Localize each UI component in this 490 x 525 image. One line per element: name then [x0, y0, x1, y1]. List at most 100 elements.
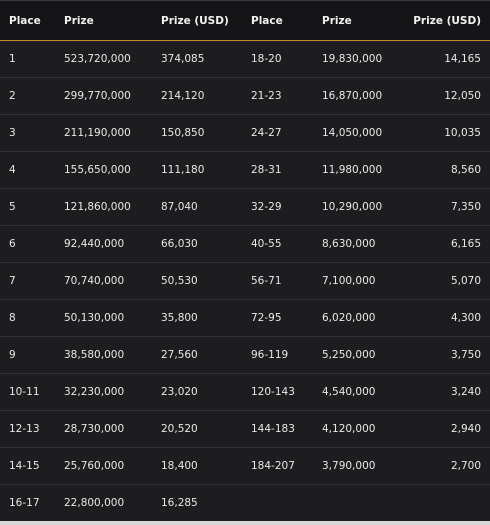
- table-row: 5 121,860,000 87,040 32-29 10,290,000 7,350: [0, 188, 490, 226]
- table-row: 4 155,650,000 111,180 28-31 11,980,000 8,560: [0, 151, 490, 189]
- table-cell: 14,050,000: [313, 114, 400, 152]
- table-cell: 10,290,000: [313, 188, 400, 226]
- table-cell: 7,350: [400, 188, 490, 226]
- empty-cell: [400, 485, 490, 522]
- table-cell: 4,120,000: [313, 410, 400, 448]
- table-cell: 5: [0, 188, 55, 226]
- table-row: 8 50,130,000 35,800 72-95 6,020,000 4,300: [0, 299, 490, 337]
- table-cell: 12-13: [0, 410, 55, 448]
- table-cell: 28-31: [242, 151, 313, 189]
- table-cell: 8: [0, 299, 55, 337]
- table-cell: 7,100,000: [313, 262, 400, 300]
- table-cell: 155,650,000: [55, 151, 152, 189]
- table-cell: 8,560: [400, 151, 490, 189]
- table-cell: 10-11: [0, 373, 55, 411]
- table-cell: 20,520: [152, 410, 242, 448]
- table-cell: 32,230,000: [55, 373, 152, 411]
- table-cell: 3: [0, 114, 55, 152]
- table-cell: 4,540,000: [313, 373, 400, 411]
- empty-cell: [313, 485, 400, 522]
- column-header: Prize: [313, 0, 400, 41]
- table-cell: 21-23: [242, 77, 313, 115]
- table-cell: 70,740,000: [55, 262, 152, 300]
- table-cell: 2,700: [400, 447, 490, 485]
- table-cell: 24-27: [242, 114, 313, 152]
- table-cell: 1: [0, 40, 55, 78]
- table-cell: 16,870,000: [313, 77, 400, 115]
- table-cell: 211,190,000: [55, 114, 152, 152]
- table-row: 14-15 25,760,000 18,400 184-207 3,790,000 2,7…: [0, 447, 490, 485]
- table-cell: 2,940: [400, 410, 490, 448]
- table-cell: 2: [0, 77, 55, 115]
- table-cell: 214,120: [152, 77, 242, 115]
- table-cell: 184-207: [242, 447, 313, 485]
- table-cell: 22,800,000: [64, 497, 125, 509]
- table-cell: 150,850: [152, 114, 242, 152]
- table-cell: 11,980,000: [313, 151, 400, 189]
- table-cell: 19,830,000: [313, 40, 400, 78]
- table-cell: 25,760,000: [55, 447, 152, 485]
- table-cell: 6,020,000: [313, 299, 400, 337]
- table-cell: 32-29: [242, 188, 313, 226]
- table-row: 12-13 28,730,000 20,520 144-183 4,120,000 2,9…: [0, 410, 490, 448]
- table-cell: 5,070: [400, 262, 490, 300]
- table-cell: 27,560: [152, 336, 242, 374]
- table-row: 2 299,770,000 214,120 21-23 16,870,000 12,050: [0, 77, 490, 115]
- column-header: Prize (USD): [400, 0, 490, 41]
- table-cell: 3,750: [400, 336, 490, 374]
- table-row: 9 38,580,000 27,560 96-119 5,250,000 3,750: [0, 336, 490, 374]
- table-cell: 35,800: [152, 299, 242, 337]
- table-row: 1 523,720,000 374,085 18-20 19,830,000 14,165: [0, 40, 490, 78]
- table-cell: 4: [0, 151, 55, 189]
- table-cell: 12,050: [400, 77, 490, 115]
- table-cell: 5,250,000: [313, 336, 400, 374]
- table-cell: 144-183: [242, 410, 313, 448]
- table-cell: 23,020: [152, 373, 242, 411]
- table-cell: 374,085: [152, 40, 242, 78]
- table-cell: 299,770,000: [55, 77, 152, 115]
- table-row: 6 92,440,000 66,030 40-55 8,630,000 6,165: [0, 225, 490, 263]
- table-body: 1 523,720,000 374,085 18-20 19,830,000 14,165…: [0, 40, 490, 522]
- table-cell: 121,860,000: [55, 188, 152, 226]
- table-cell: 6,165: [400, 225, 490, 263]
- table-cell: 18-20: [242, 40, 313, 78]
- table-cell: 72-95: [242, 299, 313, 337]
- empty-cell: [242, 485, 313, 522]
- table-cell: 28,730,000: [55, 410, 152, 448]
- table-cell: 66,030: [152, 225, 242, 263]
- table-cell: 16-17: [9, 497, 40, 509]
- table-cell: 9: [0, 336, 55, 374]
- column-header: Prize (USD): [152, 0, 242, 41]
- table-cell: 8,630,000: [313, 225, 400, 263]
- table-cell: 87,040: [152, 188, 242, 226]
- table-cell: 92,440,000: [55, 225, 152, 263]
- table-cell: 523,720,000: [55, 40, 152, 78]
- table-cell: 96-119: [242, 336, 313, 374]
- table-cell: 3,790,000: [313, 447, 400, 485]
- table-cell: 14-15: [0, 447, 55, 485]
- table-row: 7 70,740,000 50,530 56-71 7,100,000 5,070: [0, 262, 490, 300]
- table-cell: 50,530: [152, 262, 242, 300]
- table-cell: 6: [0, 225, 55, 263]
- column-header: Prize: [55, 0, 152, 41]
- column-header: Place: [0, 0, 55, 41]
- header-row: Place Prize Prize (USD) Place Prize Prize (US…: [0, 0, 490, 41]
- table-cell: 10,035: [400, 114, 490, 152]
- table-row: 10-11 32,230,000 23,020 120-143 4,540,000 3,2…: [0, 373, 490, 411]
- table-cell: 120-143: [242, 373, 313, 411]
- table-cell: 7: [0, 262, 55, 300]
- table-cell: 50,130,000: [55, 299, 152, 337]
- column-header: Place: [242, 0, 313, 41]
- table-cell: 56-71: [242, 262, 313, 300]
- table-row: 16-17 22,800,000 16,285: [0, 485, 490, 522]
- table-row: 3 211,190,000 150,850 24-27 14,050,000 10,035: [0, 114, 490, 152]
- table-cell: 4,300: [400, 299, 490, 337]
- table-cell: 40-55: [242, 225, 313, 263]
- table-cell: 38,580,000: [55, 336, 152, 374]
- table-cell: 16,285: [161, 497, 198, 509]
- table-cell: 111,180: [152, 151, 242, 189]
- table-cell: 18,400: [152, 447, 242, 485]
- table-cell: 14,165: [400, 40, 490, 78]
